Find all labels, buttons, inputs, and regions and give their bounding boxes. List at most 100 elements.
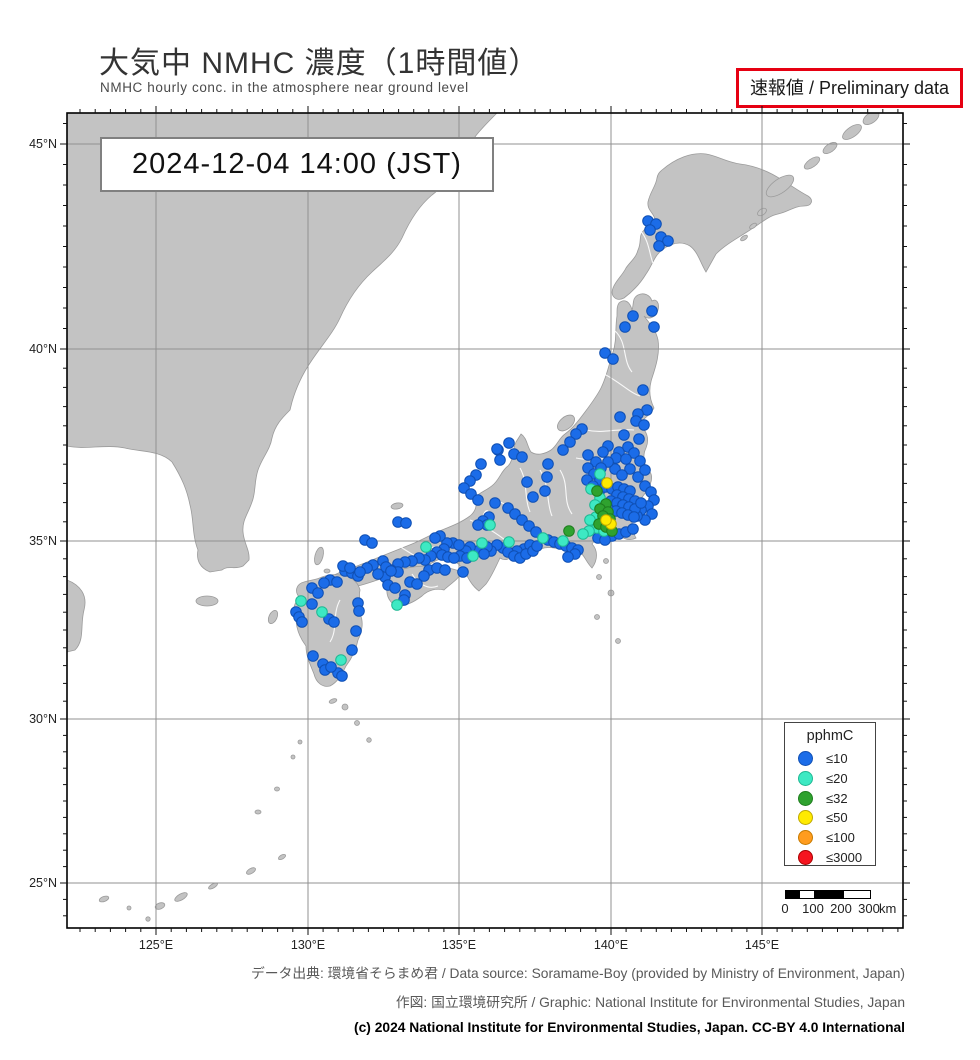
station-dot [472,519,484,531]
station-dot [318,577,330,589]
svg-text:130°E: 130°E [291,938,325,952]
station-dot [619,321,631,333]
legend-dot-orange-icon [798,830,813,846]
svg-text:35°N: 35°N [29,534,57,548]
station-dot [637,384,649,396]
station-dot [312,587,324,599]
station-dot [564,436,576,448]
station-dot [616,469,628,481]
scale-label-100: 100 [802,901,824,916]
station-dot [633,433,645,445]
station-dot [476,537,488,549]
legend-box: pphmC ≤10 ≤20 ≤32 ≤50 ≤100 [784,722,876,866]
station-dot [478,548,490,560]
legend-item: ≤10 [785,749,875,769]
station-dot [557,535,569,547]
station-dot [389,582,401,594]
station-dot [344,562,356,574]
station-dot [624,463,636,475]
legend-item: ≤20 [785,769,875,789]
copyright-line: (c) 2024 National Institute for Environm… [354,1020,905,1035]
legend-item: ≤3000 [785,847,875,867]
station-dot [644,224,656,236]
station-dot [457,566,469,578]
svg-text:45°N: 45°N [29,137,57,151]
station-dot [632,471,644,483]
timestamp-box: 2024-12-04 14:00 (JST) [100,137,494,192]
station-dot [628,447,640,459]
station-dot [296,616,308,628]
station-dot [484,519,496,531]
svg-text:30°N: 30°N [29,712,57,726]
station-dot [475,458,487,470]
small-islands [98,113,880,922]
station-dot [503,437,515,449]
station-dot [599,347,611,359]
station-dot [635,497,647,509]
station-dot [316,606,328,618]
station-dot [331,576,343,588]
station-dot [597,446,609,458]
page-title: 大気中 NMHC 濃度（1時間値） [99,47,540,80]
axis-labels: 125°E 130°E 135°E 140°E 145°E 45°N 40°N 35°N 30°… [29,137,779,952]
station-dot [562,551,574,563]
station-dot [350,625,362,637]
station-dot [411,578,423,590]
legend-item: ≤50 [785,808,875,828]
preliminary-data-badge: 速報値 / Preliminary data [735,68,963,108]
station-dot [591,485,603,497]
station-dot [542,458,554,470]
station-dot [429,532,441,544]
station-dot [328,616,340,628]
svg-text:135°E: 135°E [442,938,476,952]
svg-text:25°N: 25°N [29,876,57,890]
station-dot [570,428,582,440]
svg-text:125°E: 125°E [139,938,173,952]
station-dot [400,517,412,529]
station-dot [557,444,569,456]
legend-dot-yellow-icon [798,810,813,826]
station-dot [489,497,501,509]
station-dot [307,650,319,662]
scale-bar: 0 100 200 300 km [770,886,920,922]
station-dot [594,468,606,480]
legend-rows: ≤10 ≤20 ≤32 ≤50 ≤100 ≤3000 [785,749,875,867]
station-dot [628,511,640,523]
scale-label-300: 300 [858,901,880,916]
station-dot [537,532,549,544]
station-dot [336,670,348,682]
station-dot [620,453,632,465]
station-dot [648,321,660,333]
station-dot [306,598,318,610]
scale-label-0: 0 [781,901,789,916]
svg-text:140°E: 140°E [594,938,628,952]
station-dot [372,568,384,580]
scale-unit: km [879,901,897,916]
station-dot [638,419,650,431]
station-dot [577,528,589,540]
legend-item: ≤100 [785,828,875,848]
station-dot [541,471,553,483]
station-dot [420,541,432,553]
svg-text:40°N: 40°N [29,342,57,356]
landmass-china-coast [67,579,86,653]
footer-credits: データ出典: 環境省そらまめ君 / Data source: Soramame-… [251,962,905,1044]
station-dot [601,477,613,489]
station-dot [527,491,539,503]
station-dot [472,494,484,506]
station-dot [627,523,639,535]
station-dot [646,305,658,317]
station-dot [614,411,626,423]
station-dot [618,429,630,441]
station-dot [539,485,551,497]
station-dot [439,564,451,576]
station-dot [634,455,646,467]
station-dot [531,540,543,552]
station-dot [639,464,651,476]
station-dot [467,550,479,562]
station-dot [563,525,575,537]
legend-dot-blue-icon [798,751,813,767]
station-dot [494,454,506,466]
